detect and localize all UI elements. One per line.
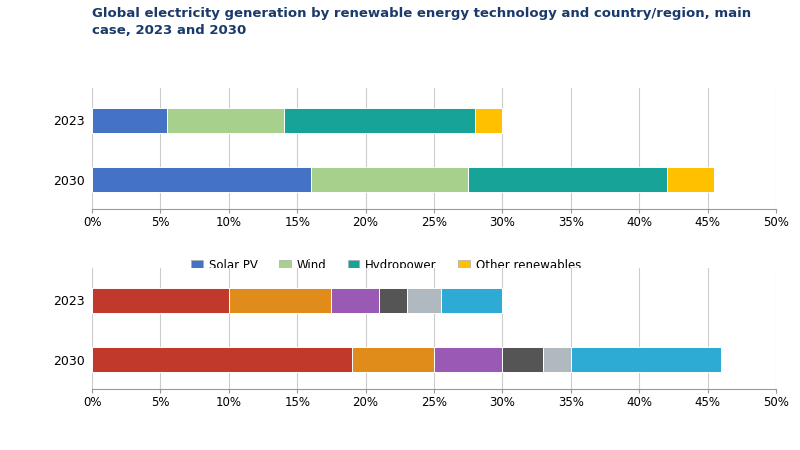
Bar: [666, 167, 714, 192]
Bar: [441, 288, 502, 313]
Bar: [475, 108, 502, 133]
Bar: [406, 288, 441, 313]
Bar: [167, 108, 283, 133]
Legend: Solar PV, Wind, Hydropower, Other renewables: Solar PV, Wind, Hydropower, Other renewa…: [186, 254, 586, 276]
Bar: [434, 347, 502, 372]
Bar: [92, 167, 311, 192]
Bar: [379, 288, 406, 313]
Bar: [92, 347, 352, 372]
Bar: [502, 347, 543, 372]
Bar: [283, 108, 475, 133]
Bar: [331, 288, 379, 313]
Bar: [352, 347, 434, 372]
Text: Global electricity generation by renewable energy technology and country/region,: Global electricity generation by renewab…: [92, 7, 751, 37]
Bar: [570, 347, 722, 372]
Legend: China, Europe, United States, India, Brazil, Other countries: China, Europe, United States, India, Bra…: [146, 446, 626, 450]
Bar: [229, 288, 331, 313]
Bar: [468, 167, 666, 192]
Bar: [92, 108, 167, 133]
Bar: [311, 167, 468, 192]
Bar: [92, 288, 229, 313]
Bar: [543, 347, 571, 372]
